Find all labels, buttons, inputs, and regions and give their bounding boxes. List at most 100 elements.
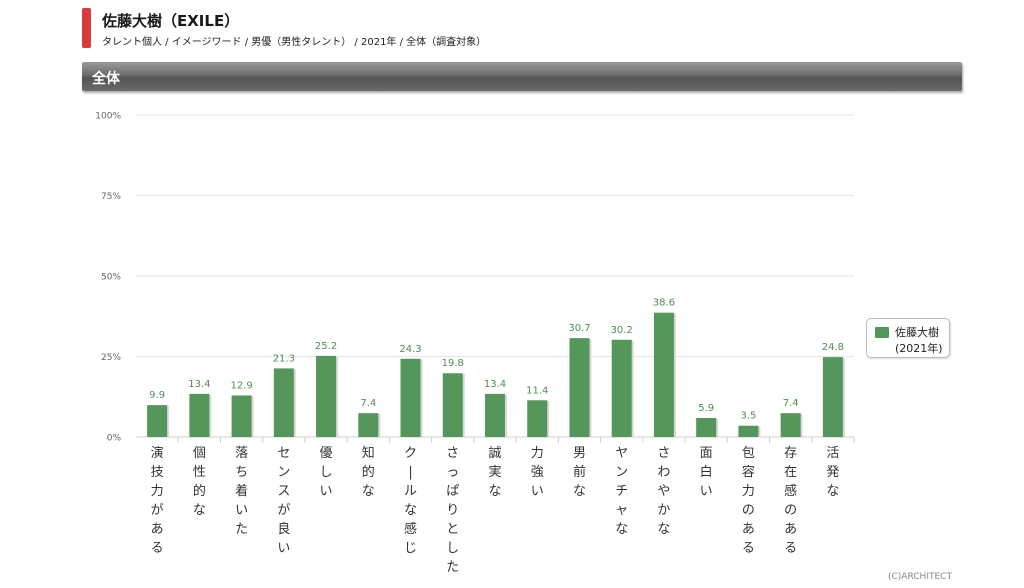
bar (147, 405, 168, 437)
page-subtitle: タレント個人 / イメージワード / 男優（男性タレント） / 2021年 / … (102, 37, 487, 48)
x-category-label: 面白い (700, 446, 713, 499)
bar-value-label: 13.4 (188, 379, 210, 390)
x-category-char: 力 (742, 484, 755, 499)
bar (400, 358, 421, 437)
bar (611, 339, 632, 437)
bar-value-label: 9.9 (149, 390, 165, 401)
x-category-char: 着 (235, 483, 248, 499)
x-category-char: 技 (151, 465, 164, 480)
bar (527, 400, 548, 437)
x-category-char: な (826, 484, 839, 499)
x-category-char: 在 (784, 465, 797, 480)
x-category-char: 力 (151, 484, 164, 499)
x-category-char: 面 (700, 446, 713, 461)
x-category-char: い (235, 503, 248, 518)
x-category-char: ち (235, 465, 248, 480)
bar (569, 338, 590, 437)
x-category-char: ン (615, 465, 628, 480)
x-category-char: い (531, 484, 544, 499)
x-category-char: わ (657, 465, 670, 480)
x-category-char: 個 (193, 446, 206, 461)
title-accent-bar (82, 8, 91, 48)
bar-value-label: 30.7 (568, 323, 590, 334)
x-category-label: 力強い (531, 446, 544, 499)
x-category-char: し (320, 465, 333, 480)
x-category-char: い (320, 484, 333, 499)
y-tick-label: 0% (107, 434, 122, 444)
x-category-char: 感 (404, 521, 417, 537)
x-category-char: い (277, 541, 290, 556)
x-category-char: な (193, 503, 206, 518)
bar (189, 393, 210, 437)
bar (273, 368, 294, 437)
x-category-char: り (446, 503, 459, 518)
bar (653, 312, 674, 437)
x-category-char: 前 (573, 464, 586, 480)
x-category-char: じ (404, 541, 417, 556)
y-tick-label: 100% (95, 112, 121, 122)
bar (822, 357, 843, 437)
bar-value-label: 30.2 (611, 325, 633, 336)
x-category-char: ン (277, 465, 290, 480)
x-category-char: 優 (320, 446, 333, 461)
bar (780, 413, 801, 437)
page-title: 佐藤大樹（EXILE） (102, 12, 240, 30)
x-category-char: ャ (615, 503, 628, 518)
x-category-char: ル (404, 484, 417, 499)
x-category-char: た (235, 522, 248, 537)
y-tick-label: 75% (101, 192, 121, 202)
bar-value-label: 12.9 (230, 380, 252, 391)
x-category-char: 男 (573, 446, 586, 461)
x-category-char: ス (277, 484, 290, 499)
x-category-label: 優しい (320, 446, 333, 499)
x-category-char: チ (615, 484, 628, 499)
x-category-char: が (277, 503, 290, 518)
copyright-credit: (C)ARCHITECT (888, 572, 952, 582)
x-category-char: な (488, 484, 501, 499)
bar (358, 413, 379, 437)
bar (738, 425, 759, 437)
bar-value-label: 19.8 (442, 358, 464, 369)
x-category-label: 誠実な (488, 446, 501, 499)
x-category-char: 力 (531, 446, 544, 461)
bar (231, 395, 252, 437)
bar-value-label: 25.2 (315, 341, 337, 352)
y-tick-label: 50% (101, 273, 121, 283)
x-category-char: 活 (826, 446, 839, 461)
x-category-char: 実 (488, 464, 501, 480)
bar-value-label: 38.6 (653, 298, 675, 309)
x-category-label: 男前な (573, 446, 586, 499)
x-category-label: 活発な (826, 446, 839, 499)
bar-value-label: 5.9 (698, 403, 714, 414)
x-category-char: 性 (193, 465, 206, 480)
bar-value-label: 24.8 (822, 342, 844, 353)
x-category-char: と (446, 522, 459, 537)
x-category-char: な (573, 484, 586, 499)
x-category-char: セ (277, 446, 290, 461)
x-category-char: な (362, 484, 375, 499)
section-header: 全体 (82, 62, 962, 91)
x-category-char: し (446, 541, 459, 556)
bar-value-label: 24.3 (399, 344, 421, 355)
x-category-char: な (404, 503, 417, 518)
x-category-char: あ (784, 522, 797, 537)
x-category-char: さ (657, 446, 670, 461)
x-category-char: あ (742, 522, 755, 537)
bar (316, 355, 337, 437)
bar-value-label: 7.4 (783, 398, 799, 409)
x-category-char: な (657, 522, 670, 537)
bar-value-label: 3.5 (740, 411, 756, 422)
x-category-char: っ (446, 465, 459, 480)
x-category-char: 的 (193, 483, 206, 499)
legend-series-name: 佐藤大樹 (895, 326, 939, 339)
x-category-char: 感 (784, 483, 797, 499)
bar-value-label: 11.4 (526, 385, 548, 396)
